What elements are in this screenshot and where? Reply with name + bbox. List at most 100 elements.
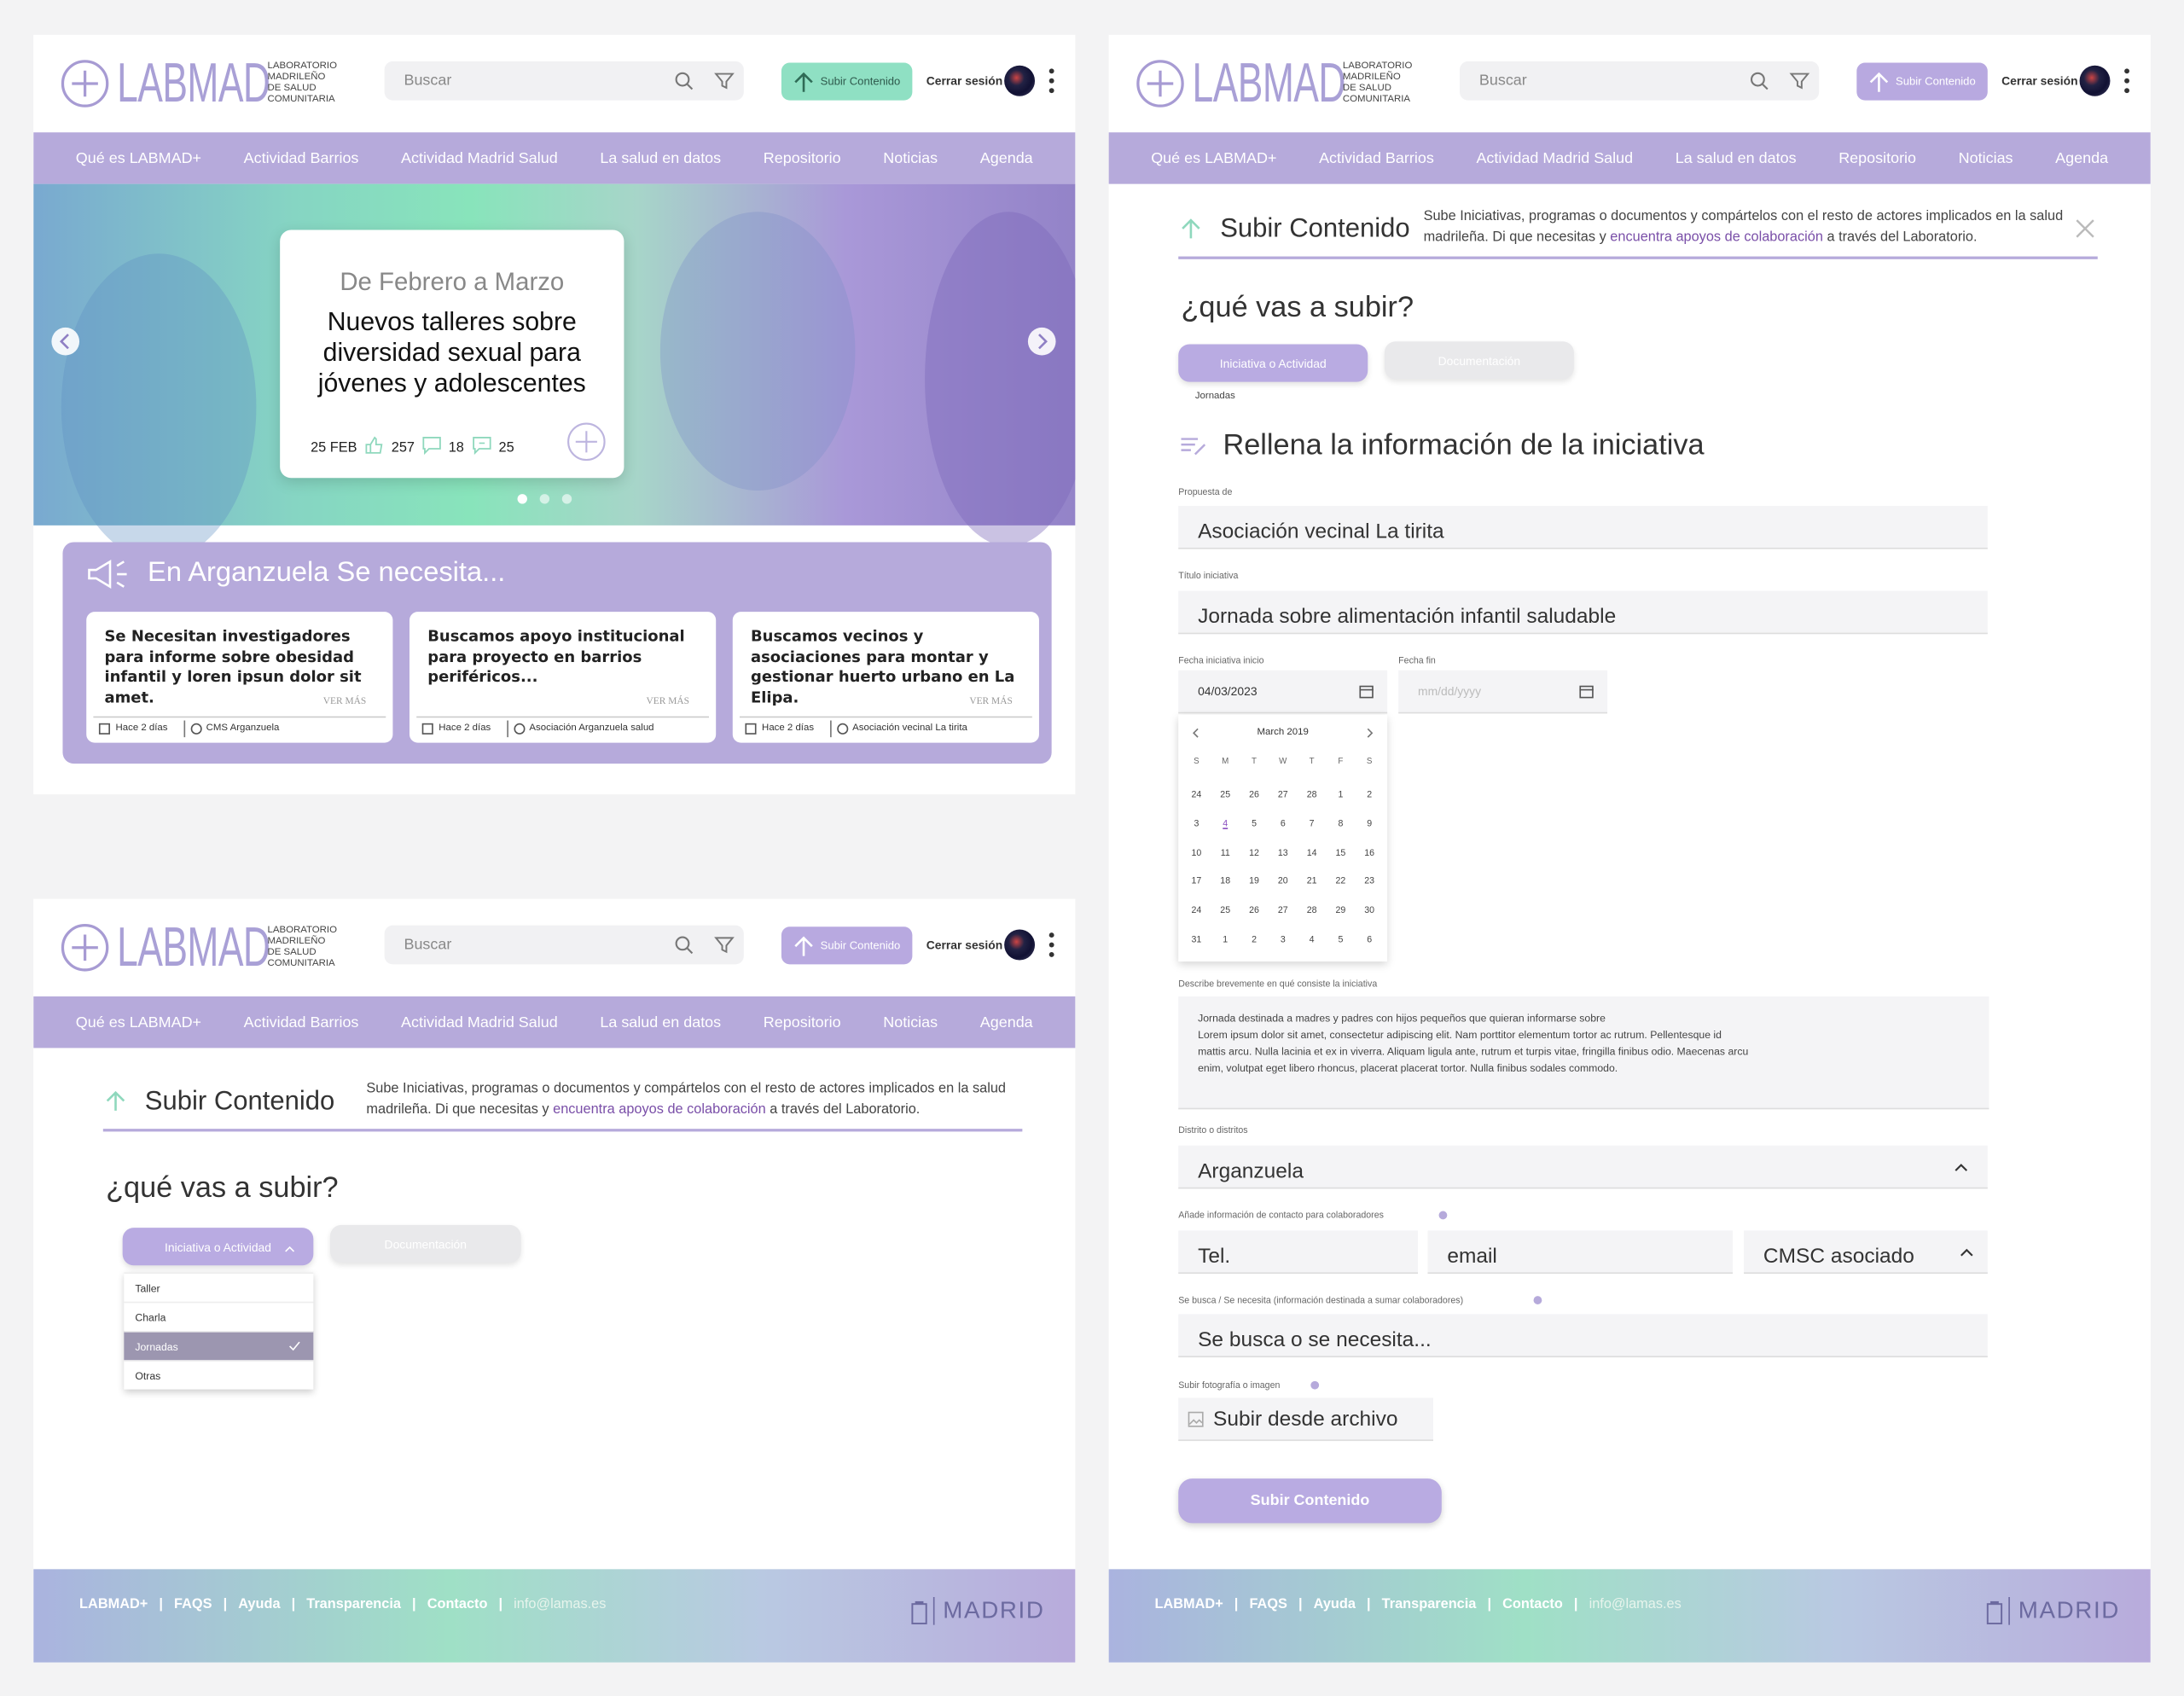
nav-item[interactable]: Noticias [883,1014,938,1031]
nav-item[interactable]: La salud en datos [1675,149,1797,167]
nav-item[interactable]: Qué es LABMAD+ [1151,149,1277,167]
footer-link[interactable]: info@lamas.es [514,1597,607,1612]
description-link[interactable]: encuentra apoyos de colaboración [1610,229,1823,246]
day[interactable]: 7 [1309,819,1315,829]
nav-item[interactable]: Agenda [2055,149,2109,167]
day[interactable]: 25 [1220,906,1231,916]
subtype-option[interactable]: Jornadas [124,1331,314,1361]
nav-item[interactable]: Repositorio [1838,149,1917,167]
nav-item[interactable]: Repositorio [763,1014,841,1031]
footer-link[interactable]: FAQS [1249,1597,1287,1612]
nav-item[interactable]: Actividad Barrios [1319,149,1434,167]
need-input[interactable]: Se busca o se necesita... [1178,1314,1988,1358]
day[interactable]: 18 [1220,877,1231,887]
footer-link[interactable]: info@lamas.es [1589,1597,1682,1612]
day[interactable]: 27 [1277,906,1288,916]
logout-link[interactable]: Cerrar sesión [926,938,1003,952]
day[interactable]: 22 [1335,877,1346,887]
option-button[interactable]: Iniciativa o Actividad [1178,344,1368,382]
day[interactable]: 27 [1277,790,1288,800]
need-card[interactable]: Buscamos vecinos y asociaciones para mon… [732,612,1039,743]
footer-link[interactable]: Ayuda [1313,1597,1356,1612]
nav-item[interactable]: Agenda [979,149,1033,167]
day[interactable]: 19 [1249,877,1259,887]
footer-link[interactable]: Transparencia [306,1597,401,1612]
subtype-option[interactable]: Otras [124,1360,314,1389]
day[interactable]: 3 [1194,819,1199,829]
see-more[interactable]: VER MÁS [646,695,690,707]
day[interactable]: 4 [1309,935,1315,945]
option-button[interactable]: Documentación [1384,341,1574,380]
day[interactable]: 26 [1249,790,1259,800]
day[interactable]: 25 [1220,790,1231,800]
nav-item[interactable]: Actividad Madrid Salud [401,149,558,167]
day[interactable]: 17 [1191,877,1202,887]
need-card[interactable]: Buscamos apoyo institucional para proyec… [409,612,717,743]
description-textarea[interactable]: Jornada destinada a madres y padres con … [1178,996,1989,1110]
day[interactable]: 28 [1306,790,1317,800]
avatar[interactable] [1004,929,1036,961]
footer-link[interactable]: LABMAD+ [1154,1597,1223,1612]
day[interactable]: 12 [1249,848,1259,858]
nav-item[interactable]: Actividad Madrid Salud [401,1014,558,1031]
day[interactable]: 21 [1306,877,1317,887]
option-button[interactable]: Documentación [329,1224,521,1263]
nav-item[interactable]: Agenda [979,1014,1033,1031]
footer-link[interactable]: Contacto [1502,1597,1563,1612]
nav-item[interactable]: Actividad Barrios [243,149,359,167]
nav-item[interactable]: Qué es LABMAD+ [75,1014,202,1031]
upload-button[interactable]: Subir Contenido [781,62,913,101]
day[interactable]: 20 [1277,877,1288,887]
day[interactable]: 1 [1223,935,1228,945]
day[interactable]: 2 [1367,790,1373,800]
nav-item[interactable]: Qué es LABMAD+ [75,149,202,167]
day[interactable]: 16 [1364,848,1375,858]
day[interactable]: 11 [1220,848,1230,858]
day[interactable]: 5 [1252,819,1257,829]
nav-item[interactable]: La salud en datos [600,149,722,167]
upload-button[interactable]: Subir Contenido [1856,62,1988,101]
day[interactable]: 24 [1191,906,1202,916]
day[interactable]: 1 [1338,790,1344,800]
need-card[interactable]: Se Necesitan investigadores para informe… [86,612,393,743]
day[interactable]: 5 [1338,935,1344,945]
day[interactable]: 31 [1191,935,1202,945]
district-select[interactable]: Arganzuela [1178,1145,1988,1189]
phone-input[interactable]: Tel. [1178,1230,1419,1275]
day[interactable]: 29 [1335,906,1346,916]
search-box[interactable]: Buscar [384,61,744,101]
day[interactable]: 23 [1364,877,1375,887]
day[interactable]: 30 [1364,906,1375,916]
footer-link[interactable]: Transparencia [1381,1597,1477,1612]
day[interactable]: 3 [1280,935,1286,945]
see-more[interactable]: VER MÁS [322,695,367,707]
footer-link[interactable]: FAQS [174,1597,212,1612]
option-button[interactable]: Iniciativa o Actividad [122,1228,314,1266]
footer-link[interactable]: LABMAD+ [79,1597,148,1612]
nav-item[interactable]: La salud en datos [600,1014,722,1031]
day[interactable]: 13 [1277,848,1288,858]
photo-upload-button[interactable]: Subir desde archivo [1178,1397,1433,1442]
subtype-option[interactable]: Taller [124,1272,314,1301]
day[interactable]: 4 [1223,819,1228,829]
title-input[interactable]: Jornada sobre alimentación infantil salu… [1178,590,1988,635]
day[interactable]: 2 [1252,935,1257,945]
footer-link[interactable]: Contacto [427,1597,488,1612]
search-box[interactable]: Buscar [1460,61,1820,101]
start-date-input[interactable]: 04/03/2023 [1178,670,1388,714]
search-box[interactable]: Buscar [384,925,744,965]
nav-item[interactable]: Noticias [1958,149,2013,167]
day[interactable]: 9 [1367,819,1373,829]
nav-item[interactable]: Noticias [883,149,938,167]
see-more[interactable]: VER MÁS [969,695,1013,707]
day[interactable]: 28 [1306,906,1317,916]
avatar[interactable] [2079,65,2111,96]
day[interactable]: 8 [1338,819,1344,829]
upload-button[interactable]: Subir Contenido [781,926,913,965]
logout-link[interactable]: Cerrar sesión [2001,73,2078,88]
email-input[interactable]: email [1427,1230,1734,1275]
avatar[interactable] [1004,65,1036,96]
cmsc-select[interactable]: CMSC asociado [1744,1230,1988,1275]
day[interactable]: 6 [1367,935,1373,945]
nav-item[interactable]: Actividad Madrid Salud [1476,149,1634,167]
